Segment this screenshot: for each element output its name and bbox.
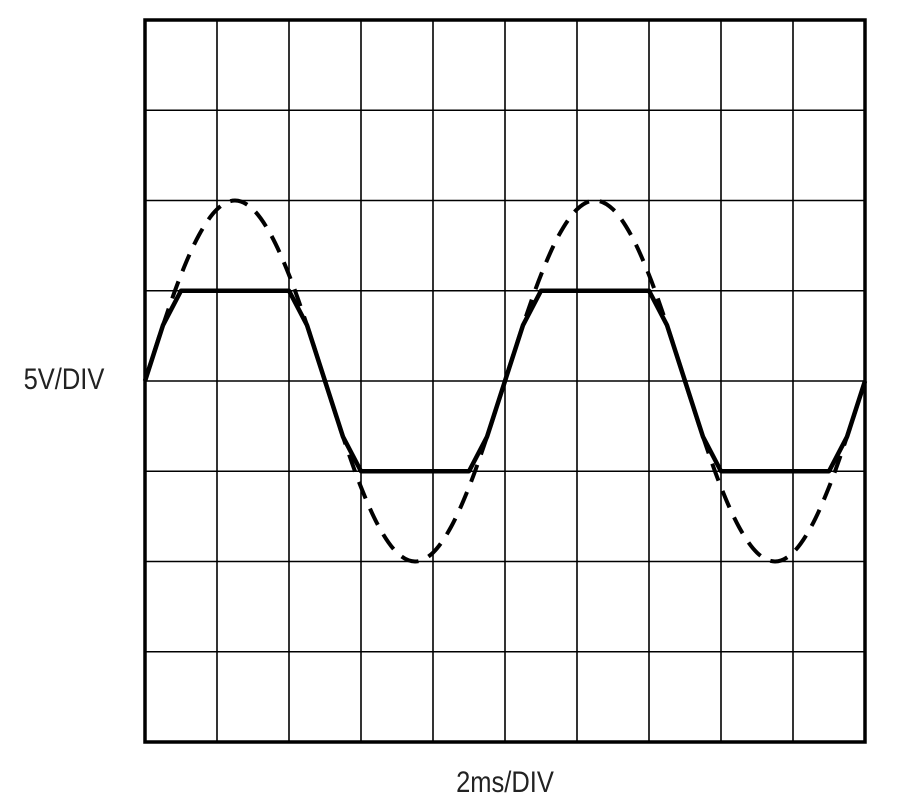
series-line bbox=[143, 198, 867, 564]
y-axis-label: 5V/DIV bbox=[24, 362, 105, 395]
series-line bbox=[142, 288, 868, 474]
x-axis-label: 2ms/DIV bbox=[456, 765, 554, 798]
